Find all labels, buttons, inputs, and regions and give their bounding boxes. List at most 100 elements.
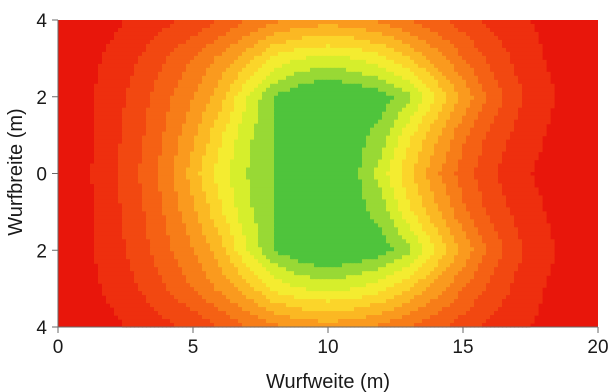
contour-cell [102,67,107,73]
contour-cell [330,119,335,125]
contour-cell [438,167,443,173]
contour-cell [470,167,475,173]
contour-cell [146,147,151,153]
contour-cell [198,167,203,173]
contour-cell [102,111,107,117]
contour-cell [486,83,491,89]
contour-cell [466,83,471,89]
contour-cell [362,119,367,125]
contour-cell [490,47,495,53]
contour-cell [462,39,467,45]
contour-cell [306,103,311,109]
contour-cell [166,87,171,93]
contour-cell [370,183,375,189]
contour-cell [270,23,275,29]
contour-cell [190,135,195,141]
contour-cell [118,107,123,113]
contour-cell [290,99,295,105]
contour-cell [298,139,303,145]
contour-cell [142,95,147,101]
contour-cell [402,67,407,73]
contour-cell [270,135,275,141]
contour-cell [210,191,215,197]
contour-cell [162,155,167,161]
contour-cell [518,135,523,141]
contour-cell [158,139,163,145]
contour-cell [390,187,395,193]
contour-cell [210,175,215,181]
contour-cell [226,103,231,109]
contour-cell [362,35,367,41]
contour-cell [126,31,131,37]
contour-cell [150,139,155,145]
contour-cell [146,79,151,85]
contour-cell [490,51,495,57]
contour-cell [466,115,471,121]
contour-cell [470,103,475,109]
contour-cell [442,71,447,77]
contour-cell [418,71,423,77]
contour-cell [306,123,311,129]
contour-cell [106,123,111,129]
contour-cell [314,39,319,45]
contour-cell [478,91,483,97]
contour-cell [422,103,427,109]
contour-cell [294,143,299,149]
contour-cell [462,147,467,153]
contour-cell [290,87,295,93]
contour-cell [430,83,435,89]
contour-cell [486,55,491,61]
contour-cell [262,23,267,29]
contour-cell [414,179,419,185]
contour-cell [466,179,471,185]
contour-cell [150,59,155,65]
contour-cell [490,159,495,165]
contour-cell [198,107,203,113]
contour-cell [210,143,215,149]
contour-cell [294,87,299,93]
contour-cell [338,171,343,177]
contour-cell [298,75,303,81]
contour-cell [138,35,143,41]
contour-cell [306,111,311,117]
contour-cell [314,139,319,145]
contour-cell [206,135,211,141]
contour-cell [94,159,99,165]
contour-cell [434,195,439,201]
contour-cell [166,127,171,133]
contour-cell [502,159,507,165]
contour-cell [454,151,459,157]
contour-cell [314,63,319,69]
contour-cell [118,47,123,53]
contour-cell [302,191,307,197]
contour-cell [494,63,499,69]
contour-cell [282,131,287,137]
contour-cell [122,187,127,193]
contour-cell [170,59,175,65]
contour-cell [446,171,451,177]
contour-cell [498,119,503,125]
contour-cell [326,191,331,197]
contour-cell [178,83,183,89]
contour-cell [354,131,359,137]
contour-cell [194,63,199,69]
contour-cell [438,131,443,137]
contour-cell [426,187,431,193]
contour-cell [234,139,239,145]
contour-cell [330,20,335,25]
contour-cell [278,115,283,121]
contour-cell [490,79,495,85]
contour-cell [454,155,459,161]
contour-cell [134,171,139,177]
contour-cell [402,179,407,185]
contour-cell [250,107,255,113]
contour-cell [470,43,475,49]
contour-cell [210,147,215,153]
contour-cell [378,63,383,69]
contour-cell [346,91,351,97]
contour-cell [414,127,419,133]
contour-cell [366,171,371,177]
contour-cell [98,91,103,97]
contour-cell [170,23,175,29]
contour-cell [322,167,327,173]
